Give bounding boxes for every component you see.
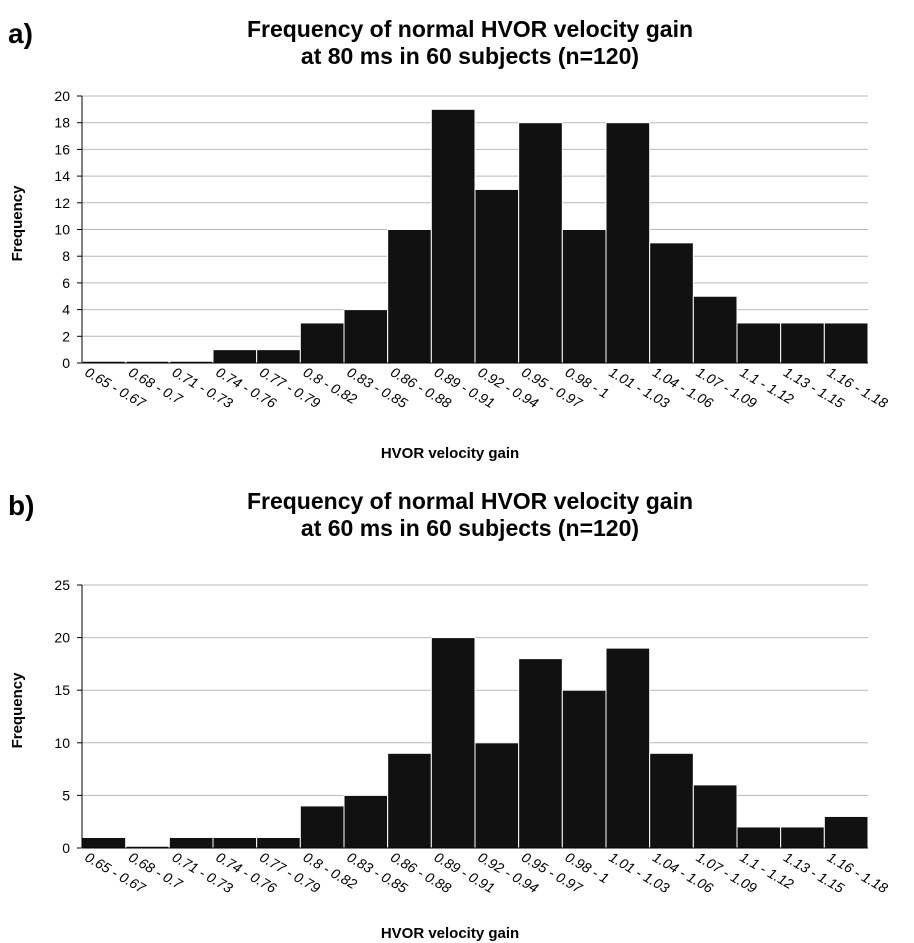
y-tick-label: 8 bbox=[62, 248, 70, 264]
y-tick-label: 6 bbox=[62, 275, 70, 291]
y-tick-label: 25 bbox=[54, 577, 70, 593]
bar bbox=[780, 322, 825, 364]
bar bbox=[649, 242, 694, 364]
bar bbox=[736, 322, 782, 364]
bar bbox=[343, 309, 389, 364]
bar bbox=[561, 689, 607, 849]
chart-title: Frequency of normal HVOR velocity gain a… bbox=[190, 488, 750, 542]
chart-title-line2: at 60 ms in 60 subjects (n=120) bbox=[300, 515, 640, 541]
x-axis-label: HVOR velocity gain bbox=[381, 925, 519, 942]
bar bbox=[692, 295, 738, 364]
bar bbox=[81, 836, 127, 849]
y-tick-label: 16 bbox=[54, 141, 70, 157]
bar bbox=[299, 322, 345, 364]
bar bbox=[823, 322, 869, 364]
y-tick-label: 18 bbox=[54, 115, 70, 131]
bar bbox=[387, 229, 432, 364]
bar bbox=[692, 784, 738, 849]
bar bbox=[736, 826, 782, 849]
y-tick-label: 2 bbox=[62, 328, 70, 344]
y-tick-label: 4 bbox=[62, 302, 70, 318]
chart-panel-a: a) Frequency of normal HVOR velocity gai… bbox=[0, 0, 914, 470]
y-tick-label: 15 bbox=[54, 682, 70, 698]
bar bbox=[256, 349, 301, 364]
bar bbox=[518, 658, 563, 849]
bar bbox=[256, 836, 301, 849]
y-axis-label: Frequency bbox=[9, 672, 26, 749]
y-tick-label: 20 bbox=[54, 630, 70, 646]
bar bbox=[299, 805, 345, 849]
bar bbox=[605, 122, 651, 364]
bar bbox=[212, 349, 258, 364]
bar bbox=[343, 794, 389, 849]
bar bbox=[474, 742, 520, 849]
bar bbox=[387, 752, 432, 849]
bar bbox=[649, 752, 694, 849]
bar bbox=[823, 815, 869, 849]
bar bbox=[605, 647, 651, 849]
y-tick-label: 0 bbox=[62, 355, 70, 371]
chart-title: Frequency of normal HVOR velocity gain a… bbox=[190, 16, 750, 70]
y-tick-label: 5 bbox=[62, 787, 70, 803]
y-tick-label: 14 bbox=[54, 168, 70, 184]
bar bbox=[430, 108, 476, 364]
y-tick-label: 10 bbox=[54, 222, 70, 238]
bar bbox=[474, 188, 520, 364]
bar bbox=[212, 836, 258, 849]
x-axis-label: HVOR velocity gain bbox=[381, 445, 519, 462]
y-tick-label: 10 bbox=[54, 735, 70, 751]
chart-title-line1: Frequency of normal HVOR velocity gain bbox=[246, 16, 694, 42]
bar bbox=[168, 836, 214, 849]
y-axis-label: Frequency bbox=[9, 185, 26, 262]
y-tick-label: 12 bbox=[54, 195, 70, 211]
chart-title-line2: at 80 ms in 60 subjects (n=120) bbox=[300, 43, 640, 69]
bar bbox=[780, 826, 825, 849]
panel-label: b) bbox=[8, 490, 35, 521]
panel-label: a) bbox=[8, 18, 33, 49]
bar bbox=[430, 637, 476, 849]
y-tick-label: 20 bbox=[54, 88, 70, 104]
chart-title-line1: Frequency of normal HVOR velocity gain bbox=[246, 488, 694, 514]
chart-panel-b: b) Frequency of normal HVOR velocity gai… bbox=[0, 472, 914, 943]
bar bbox=[518, 122, 563, 364]
y-tick-label: 0 bbox=[62, 840, 70, 856]
bar bbox=[561, 229, 607, 364]
